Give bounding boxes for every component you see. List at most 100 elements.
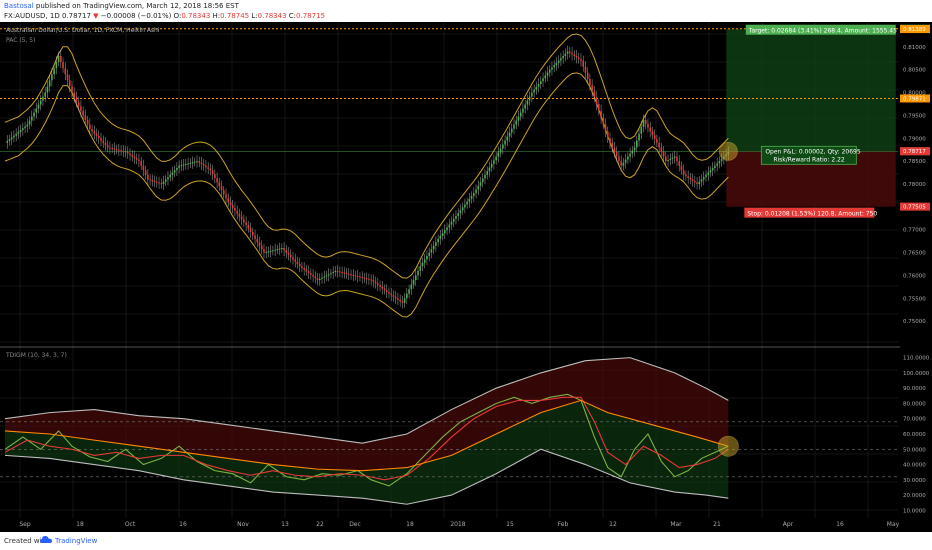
candle-body — [229, 202, 232, 206]
candle-body — [332, 272, 334, 274]
price-level-tag-text: 0.77505 — [903, 205, 926, 211]
candle-body — [450, 221, 453, 225]
tdi-lower-fill — [5, 400, 729, 505]
candle-body — [77, 101, 80, 107]
tradingview-brand[interactable]: TradingView — [55, 537, 98, 545]
candle-body — [499, 148, 502, 153]
ohlc-low: 0.78343 — [257, 12, 287, 20]
candle-body — [13, 135, 15, 138]
candle-body — [263, 249, 265, 253]
candle-body — [477, 185, 480, 190]
candle-body — [609, 138, 611, 143]
candle-body — [714, 165, 716, 168]
ohlc-close-label: C: — [286, 12, 297, 20]
candle-body — [606, 131, 609, 139]
candle-body — [649, 127, 651, 132]
ohlc-open: 0.78343 — [181, 12, 211, 20]
candle-body — [260, 245, 263, 250]
price-change: −0.00008 (−0.01%) — [98, 12, 172, 20]
tdi-tick-label: 110.0000 — [903, 356, 930, 362]
candle-body — [113, 148, 116, 150]
candle-body — [144, 170, 147, 175]
candle-body — [417, 270, 419, 276]
candle-body — [84, 115, 87, 120]
price-tick-label: 0.78000 — [903, 182, 926, 188]
candle-body — [102, 140, 105, 143]
candle-body — [497, 152, 500, 157]
candle-body — [486, 171, 489, 175]
candle-body — [126, 152, 129, 154]
time-tick-label: 18 — [76, 521, 84, 528]
candle-body — [124, 151, 127, 153]
candle-body — [180, 165, 183, 167]
candle-body — [336, 270, 339, 272]
published-text: published on TradingView.com, March 12, … — [33, 2, 239, 10]
candle-body — [272, 250, 274, 252]
candle-body — [517, 116, 520, 121]
candle-body — [624, 159, 627, 163]
candle-body — [444, 230, 446, 234]
price-level-tag-text: 0.81389 — [903, 27, 926, 33]
candle-body — [53, 68, 55, 75]
candle-body — [598, 104, 600, 111]
tdi-tick-label: 100.0000 — [903, 371, 930, 377]
candle-body — [638, 133, 640, 141]
stop-label-bg — [744, 207, 875, 218]
price-tick-label: 0.78500 — [903, 159, 926, 165]
candle-body — [479, 182, 482, 186]
candle-body — [533, 89, 535, 93]
candle-body — [452, 218, 455, 222]
candle-body — [222, 190, 225, 195]
candle-body — [711, 168, 714, 171]
tdi-series-signal-red — [4, 396, 729, 481]
candle-body — [700, 179, 703, 182]
candle-body — [455, 216, 457, 219]
candle-body — [635, 140, 638, 148]
candle-body — [287, 252, 290, 255]
candle-body — [488, 167, 491, 172]
candle-body — [473, 193, 475, 196]
candle-body — [169, 174, 172, 178]
candle-body — [30, 116, 33, 121]
candle-body — [156, 181, 158, 183]
chart-canvas[interactable]: Target: 0.02684 (3.41%) 268.4, Amount: 1… — [0, 22, 932, 532]
candle-body — [75, 97, 78, 102]
author-link[interactable]: Bastosal — [4, 2, 34, 10]
time-tick-label: 2018 — [450, 521, 465, 528]
candle-body — [354, 275, 357, 277]
candle-body — [218, 182, 221, 187]
price-tick-label: 0.77000 — [903, 228, 926, 234]
candle-body — [600, 110, 602, 118]
candle-body — [245, 222, 247, 226]
candle-body — [642, 120, 645, 127]
price-level-tag-stop — [900, 202, 930, 211]
candle-body — [46, 86, 49, 93]
candle-body — [185, 164, 187, 165]
price-tick-label: 0.80500 — [903, 68, 926, 74]
candle-body — [374, 281, 377, 284]
candle-body — [214, 174, 216, 179]
candle-body — [254, 235, 256, 239]
candle-body — [461, 207, 464, 211]
price-tick-label: 0.75000 — [903, 319, 926, 325]
candle-body — [147, 174, 149, 180]
candle-body — [430, 249, 433, 253]
candle-body — [553, 65, 555, 68]
time-tick-label: May — [887, 521, 900, 528]
stop-label-text: Stop: 0.01208 (1.53%) 120.8, Amount: 750 — [747, 211, 877, 218]
tdi-series-base-orange — [4, 399, 729, 472]
price-level-tag-text: 0.78717 — [903, 149, 926, 155]
price-tick-label: 0.81000 — [903, 45, 926, 51]
candle-body — [160, 183, 163, 185]
price-level-tag-level-orange — [900, 94, 930, 103]
price-tick-label: 0.76000 — [903, 273, 926, 279]
candle-body — [10, 137, 13, 140]
candle-body — [327, 274, 330, 276]
candle-body — [437, 238, 439, 243]
candle-body — [627, 156, 629, 160]
candle-body — [48, 80, 51, 87]
candle-body — [410, 284, 413, 290]
candle-body — [540, 81, 542, 84]
candle-body — [698, 181, 701, 184]
candle-body — [673, 156, 676, 158]
